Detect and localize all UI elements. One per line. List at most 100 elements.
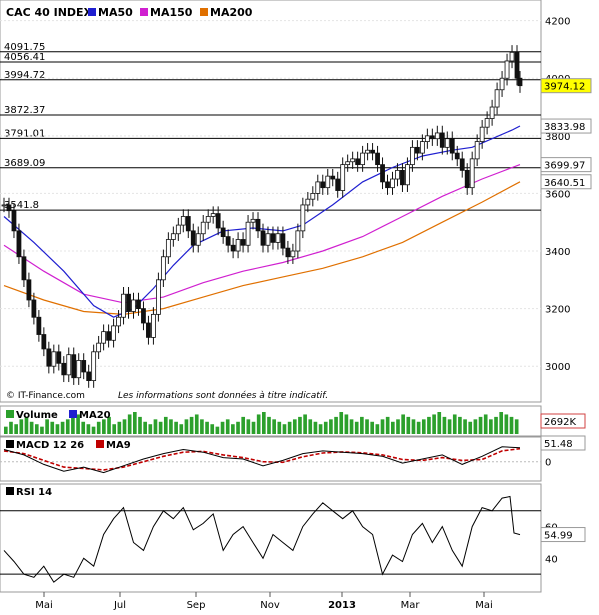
volume-bar [34,424,39,434]
price-candle [121,293,126,318]
price-candle [111,325,116,341]
legend-label: MA9 [106,440,131,451]
volume-bar [427,416,431,434]
volume-bar [267,416,271,434]
volume-bar [447,419,452,434]
price-candle [215,213,221,229]
volume-bar [86,424,91,434]
volume-bar [272,419,276,434]
price-candle [21,256,27,281]
volume-bar [256,414,261,434]
price-candle [504,60,510,79]
volume-bar [499,412,504,434]
price-candle [170,233,176,240]
volume-bar [76,414,80,434]
price-candle [400,169,405,186]
price-candle [509,51,515,62]
price-candle [46,348,52,367]
legend-swatch [88,8,96,16]
price-candle [429,135,435,140]
price-candle [494,89,500,108]
price-candle [265,233,271,246]
x-tick-label: Sep [187,600,206,611]
last-label-box [540,118,592,134]
price-candle [76,360,82,379]
price-candle [365,149,370,154]
price-candle [230,244,236,252]
volume-bar [246,419,251,434]
volume-bar [344,414,349,434]
price-candle [285,247,291,258]
price-candle [355,158,361,166]
price-candle [260,230,266,246]
rsi-y-axis: 406054.99 [540,523,586,565]
volume-bar [153,419,158,434]
volume-bar [148,424,153,434]
price-candle [454,152,460,160]
price-candle [320,181,326,189]
price-candle [459,158,465,171]
x-axis: Mai Jul Sep Nov 2013 Mar Mai [35,592,493,611]
price-candle [180,216,186,226]
volume-bar [504,414,509,434]
legend-label: MA150 [150,6,193,19]
last-label-box [540,527,586,543]
volume-bar [138,416,142,434]
volume-bar [19,419,24,434]
volume-bar [329,419,333,434]
x-tick-label: Mai [475,600,493,611]
volume-bar [133,412,137,434]
price-candle [96,342,102,353]
volume-bar [194,414,199,434]
price-candle [195,233,201,246]
price-candle [434,132,440,140]
price-candle [6,204,12,212]
price-candle [156,279,161,315]
volume-bar [14,424,18,434]
price-candle [141,308,146,324]
price-candle [136,299,141,310]
volume-bar [81,421,86,434]
level-label: 4056.41 [4,52,45,63]
price-candle [250,218,256,223]
volume-bar [184,419,189,434]
last-label-box [540,435,586,451]
volume-bar [158,421,163,434]
volume-bar [292,419,297,434]
main-legend: CAC 40 INDEX MA50 MA150 MA200 [6,6,253,19]
main-y-axis: 3000320034003600380040004200 [545,17,570,374]
x-tick-label: 2013 [328,600,356,611]
volume-bar [9,421,13,434]
legend-swatch [69,410,77,418]
y-tick-label: 3400 [545,247,570,258]
rsi-panel: 406054.99 RSI 14 [0,483,586,593]
volume-bar [50,421,55,434]
volume-bar [107,416,111,434]
price-candle [175,224,181,235]
volume-bar [494,416,498,434]
volume-bar [308,419,313,434]
volume-bar [277,421,282,434]
volume-bar [169,419,173,434]
price-candle [210,213,216,217]
price-candle [395,169,400,180]
price-candle [240,239,246,246]
price-candle [405,164,410,186]
x-tick-label: Mai [35,600,53,611]
volume-bar [442,416,447,434]
price-candle [41,334,47,350]
volume-bar [298,416,302,434]
x-tick-label: Mar [401,600,421,611]
price-candle [479,126,485,142]
price-candle [370,149,375,154]
price-candle [474,141,480,160]
volume-bar [458,416,462,434]
volume-bar [102,419,106,434]
price-candle [146,322,151,338]
price-candle [335,178,341,191]
last-label-text: 2692K [544,417,576,428]
price-candle [360,152,366,166]
volume-last-label: 2692K [540,413,586,429]
price-candle [106,331,111,341]
